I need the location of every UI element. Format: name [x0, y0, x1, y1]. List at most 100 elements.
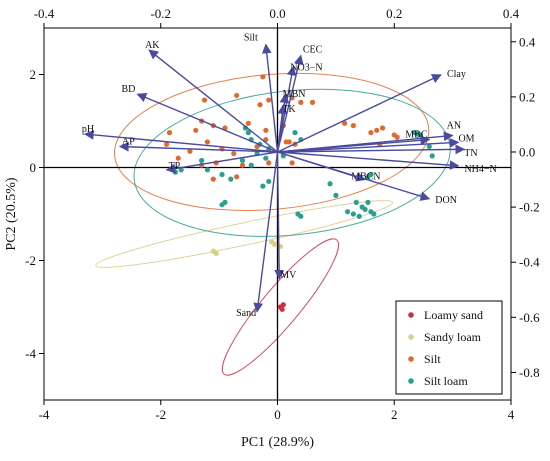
loading-vectors: Silt CEC AK NO3−N BD MBN TK Clay pH AP TP MBC AN OM TN…: [82, 33, 497, 319]
confidence-ellipse: [221, 238, 339, 376]
data-point: [213, 250, 219, 257]
loading-label-mbcn: MBCN: [351, 172, 380, 183]
data-point: [178, 167, 184, 173]
loading-vector-tp: [165, 151, 278, 174]
y-tick-label: -4: [25, 346, 36, 361]
data-point: [234, 92, 240, 99]
data-point: [394, 134, 400, 140]
top-tick-label: 0.0: [269, 6, 285, 21]
data-point: [263, 155, 269, 161]
data-point: [426, 143, 432, 150]
y-axis-title: PC2 (20.5%): [4, 177, 19, 250]
right-tick-label: 0.2: [519, 89, 535, 104]
loading-vector-ap: [118, 141, 278, 153]
right-tick-label: -0.6: [519, 310, 540, 325]
loading-label-ph: pH: [82, 124, 94, 135]
data-point: [231, 150, 237, 157]
loading-label-om: OM: [458, 133, 474, 144]
data-point: [266, 97, 272, 103]
x-axis-title: PC1 (28.9%): [241, 435, 314, 450]
data-point: [356, 213, 362, 219]
data-point: [260, 74, 266, 80]
loading-vector-bd: [136, 92, 278, 153]
right-tick-label: -0.2: [519, 200, 540, 215]
loading-vector-ak: [148, 49, 278, 153]
legend-label: Silt loam: [424, 374, 468, 388]
loading-label-silt: Silt: [244, 33, 258, 44]
data-point: [279, 306, 285, 312]
x-tick-label: 0: [274, 407, 281, 422]
data-point: [350, 123, 356, 129]
data-point: [271, 241, 278, 247]
legend-label: Silt: [424, 352, 441, 366]
data-point: [350, 211, 356, 217]
loading-label-an: AN: [447, 120, 461, 131]
x-tick-label: -2: [155, 407, 166, 422]
loading-label-sand: Sand: [236, 308, 256, 319]
data-point: [379, 125, 386, 131]
data-point: [257, 102, 263, 108]
loading-vector-silt: [261, 43, 279, 153]
loading-label-ak: AK: [145, 40, 160, 51]
data-point: [263, 127, 269, 133]
data-point: [327, 181, 333, 187]
legend-box: [395, 300, 503, 395]
data-point: [298, 213, 304, 219]
loading-vector-sand: [253, 151, 279, 313]
loading-label-mbc: MBC: [405, 130, 428, 141]
data-point: [234, 174, 240, 180]
data-point: [239, 157, 246, 164]
data-point: [199, 157, 205, 164]
loading-vector-clay: [277, 74, 442, 153]
data-point: [371, 211, 377, 217]
sample-points: [163, 74, 435, 312]
legend-marker: [408, 378, 414, 384]
legend: Loamy sand Sandy loam Silt Silt loam: [395, 300, 503, 395]
data-point: [201, 97, 208, 103]
data-point: [266, 160, 272, 166]
loading-label-ap: AP: [122, 136, 135, 147]
data-point: [283, 139, 289, 145]
data-point: [239, 162, 246, 168]
data-point: [222, 199, 228, 205]
confidence-ellipse: [95, 200, 394, 268]
data-point: [280, 302, 286, 308]
loading-label-nh4-n: NH4−N: [464, 164, 496, 175]
right-tick-label: 0.0: [519, 145, 535, 160]
loading-label-bd: BD: [121, 84, 135, 95]
x-tick-label: 2: [391, 407, 398, 422]
data-point: [298, 99, 304, 105]
axes: -4 -2 0 2 4 -4 -2 0 2 -0.4 -0.2 0.0 0.2 0.4 0.4 0.2 0.0 -…: [25, 6, 540, 422]
loading-vector-om: [277, 137, 460, 153]
loading-vector-mv: [274, 151, 285, 280]
right-tick-label: -0.8: [519, 365, 540, 380]
data-point: [333, 192, 339, 198]
loading-label-tn: TN: [464, 148, 477, 159]
data-point: [204, 167, 211, 173]
data-point: [429, 153, 435, 159]
loading-vector-an: [277, 131, 454, 153]
loading-label-mbn: MBN: [283, 89, 306, 100]
data-point: [374, 127, 380, 133]
top-tick-label: -0.4: [34, 6, 55, 21]
data-point: [219, 171, 225, 178]
loading-label-cec: CEC: [303, 45, 323, 56]
loading-label-don: DON: [435, 195, 457, 206]
data-point: [353, 199, 359, 205]
right-tick-label: 0.4: [519, 34, 536, 49]
top-tick-label: 0.2: [386, 6, 402, 21]
data-point: [342, 120, 348, 126]
loading-vector-nh4-n: [277, 151, 460, 170]
top-tick-label: -0.2: [150, 6, 171, 21]
legend-marker: [408, 312, 414, 318]
data-point: [344, 209, 351, 215]
data-point: [175, 155, 181, 161]
data-point: [166, 130, 173, 136]
loading-label-tp: TP: [169, 161, 181, 172]
data-point: [359, 204, 365, 210]
loading-vector-ph: [83, 130, 278, 153]
x-tick-label: -4: [39, 407, 50, 422]
loading-vector-tn: [277, 144, 466, 155]
loading-vector-tk: [276, 104, 288, 153]
